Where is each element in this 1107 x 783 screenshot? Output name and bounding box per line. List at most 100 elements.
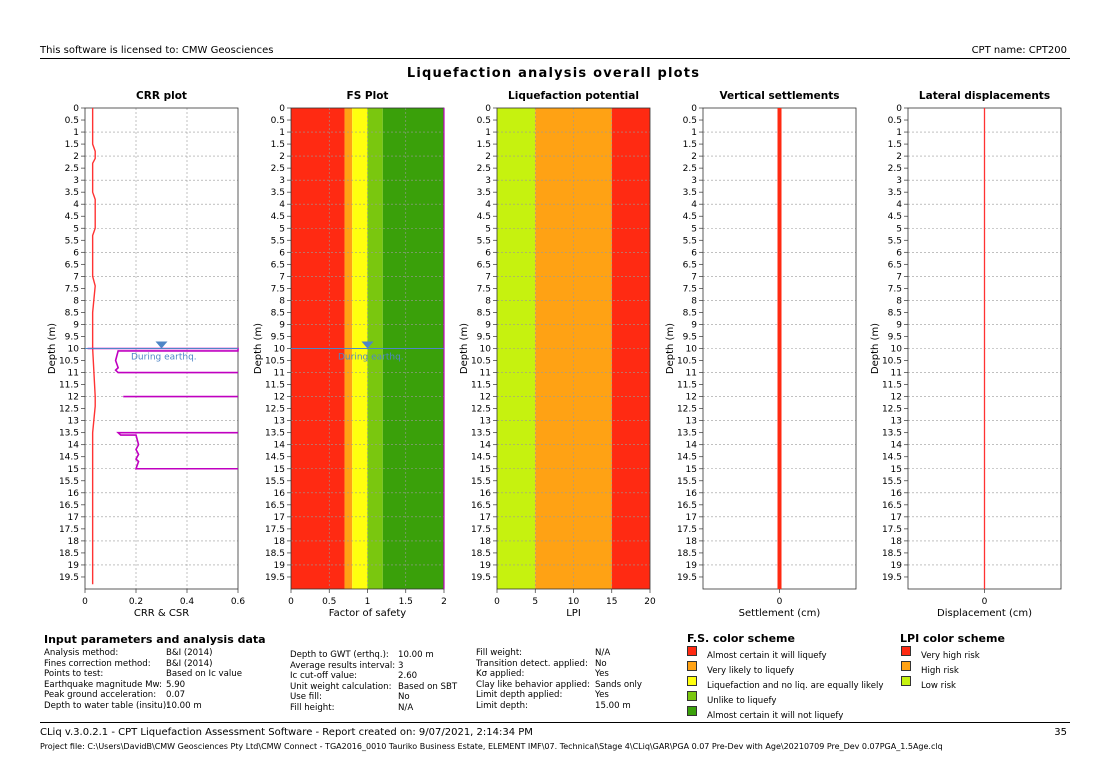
x-tick-label: 20	[644, 597, 656, 607]
x-tick-label: 0.5	[322, 597, 336, 607]
param-value: 2.60	[398, 671, 418, 682]
y-tick-label: 12	[68, 393, 79, 403]
y-tick-label: 18.5	[882, 549, 902, 559]
x-tick-label: 0.4	[180, 597, 195, 607]
y-tick-label: 10	[274, 345, 286, 355]
y-tick-label: 14.5	[59, 453, 79, 463]
y-tick-label: 9	[485, 320, 491, 330]
x-tick-label: 0.6	[231, 597, 246, 607]
legend-label: Very likely to liquefy	[707, 666, 795, 676]
y-tick-label: 1	[73, 128, 79, 138]
y-tick-label: 14.5	[471, 453, 491, 463]
y-tick-label: 17.5	[59, 525, 79, 535]
y-tick-label: 7.5	[888, 284, 902, 294]
param-label: Use fill:	[290, 692, 322, 703]
x-tick-label: 0.2	[129, 597, 143, 607]
y-tick-label: 13	[68, 417, 79, 427]
y-tick-label: 7	[691, 272, 697, 282]
y-tick-label: 18	[274, 537, 286, 547]
y-tick-label: 16	[274, 489, 286, 499]
param-value: Yes	[595, 669, 609, 680]
y-tick-label: 15.5	[471, 477, 491, 487]
y-tick-label: 10.5	[677, 357, 697, 367]
plot-lateral: Lateral displacements00.511.522.533.544.…	[870, 90, 1062, 619]
y-tick-label: 19	[686, 561, 698, 571]
y-tick-label: 11	[891, 369, 902, 379]
legend-label: High risk	[921, 666, 959, 676]
param-value: Yes	[595, 690, 609, 701]
param-row: Points to test: Based on Ic value	[44, 669, 274, 680]
y-tick-label: 18	[480, 537, 492, 547]
param-row: Peak ground acceleration: 0.07	[44, 690, 274, 701]
y-tick-label: 10.5	[59, 357, 79, 367]
plot-lpi: Liquefaction potential00.511.522.533.544…	[459, 90, 656, 619]
y-tick-label: 6.5	[65, 260, 79, 270]
y-tick-label: 1	[279, 128, 285, 138]
x-tick-label: 0	[288, 597, 294, 607]
y-tick-label: 9.5	[683, 332, 697, 342]
y-tick-label: 12	[686, 393, 697, 403]
y-tick-label: 9	[691, 320, 697, 330]
y-tick-label: 5.5	[683, 236, 697, 246]
y-tick-label: 10	[891, 345, 903, 355]
y-tick-label: 13.5	[59, 429, 79, 439]
y-tick-label: 5	[691, 224, 697, 234]
y-tick-label: 2.5	[65, 164, 79, 174]
param-value: 10.00 m	[166, 700, 202, 711]
y-tick-label: 16.5	[882, 501, 902, 511]
y-tick-label: 5	[485, 224, 491, 234]
param-value: 0.07	[166, 690, 186, 701]
y-tick-label: 7.5	[683, 284, 697, 294]
y-tick-label: 19	[891, 561, 903, 571]
water-table-marker	[155, 341, 168, 349]
y-tick-label: 19.5	[59, 573, 79, 583]
y-tick-label: 8.5	[271, 308, 285, 318]
y-tick-label: 10	[480, 345, 492, 355]
x-tick-label: 0	[777, 597, 783, 607]
chart-title: Vertical settlements	[720, 90, 840, 102]
y-tick-label: 14.5	[882, 453, 902, 463]
param-label: Fill weight:	[476, 648, 523, 658]
plot-fs: During earthq.FS Plot00.511.522.533.544.…	[253, 90, 447, 619]
param-value: 15.00 m	[595, 700, 631, 711]
header-rule	[40, 58, 1070, 59]
y-tick-label: 1.5	[65, 140, 79, 150]
y-tick-label: 8.5	[477, 308, 491, 318]
x-axis-label: Settlement (cm)	[739, 608, 821, 619]
legend-swatch-light_green	[687, 691, 697, 701]
y-tick-label: 13.5	[265, 429, 285, 439]
y-tick-label: 13	[686, 417, 697, 427]
input-params-title: Input parameters and analysis data	[44, 633, 266, 646]
y-tick-label: 0	[896, 104, 902, 114]
y-tick-label: 6	[485, 248, 491, 258]
param-label: Analysis method:	[44, 648, 119, 658]
x-axis-label: CRR & CSR	[134, 608, 189, 619]
y-tick-label: 2	[73, 152, 79, 162]
y-tick-label: 4	[73, 200, 79, 210]
y-tick-label: 9.5	[271, 332, 285, 342]
y-tick-label: 8.5	[65, 308, 79, 318]
y-tick-label: 17.5	[265, 525, 285, 535]
input-params-col1: Analysis method: B&I (2014) Fines correcti…	[44, 648, 274, 712]
param-value: 5.90	[166, 679, 186, 690]
fs-scheme-title: F.S. color scheme	[687, 632, 795, 645]
y-tick-label: 8	[279, 296, 285, 306]
legend-label: Low risk	[921, 681, 957, 691]
y-tick-label: 3	[279, 176, 285, 186]
chart-title: FS Plot	[347, 90, 389, 102]
param-value: 3	[398, 660, 404, 671]
y-tick-label: 16	[686, 489, 698, 499]
y-tick-label: 1	[896, 128, 902, 138]
y-tick-label: 11.5	[882, 381, 902, 391]
y-tick-label: 3.5	[888, 188, 902, 198]
x-axis-label: Factor of safety	[329, 608, 407, 619]
param-value: No	[595, 658, 607, 669]
lpi-scheme-title: LPI color scheme	[900, 632, 1005, 645]
param-value: B&I (2014)	[166, 658, 213, 669]
lpi-scheme-list: Very high risk High risk Low risk	[898, 646, 1058, 691]
param-label: Limit depth applied:	[476, 690, 563, 701]
y-tick-label: 0	[691, 104, 697, 114]
chart-title: CRR plot	[136, 90, 187, 102]
report-info: CLiq v.3.0.2.1 - CPT Liquefaction Assess…	[40, 727, 533, 738]
y-tick-label: 14	[480, 441, 492, 451]
